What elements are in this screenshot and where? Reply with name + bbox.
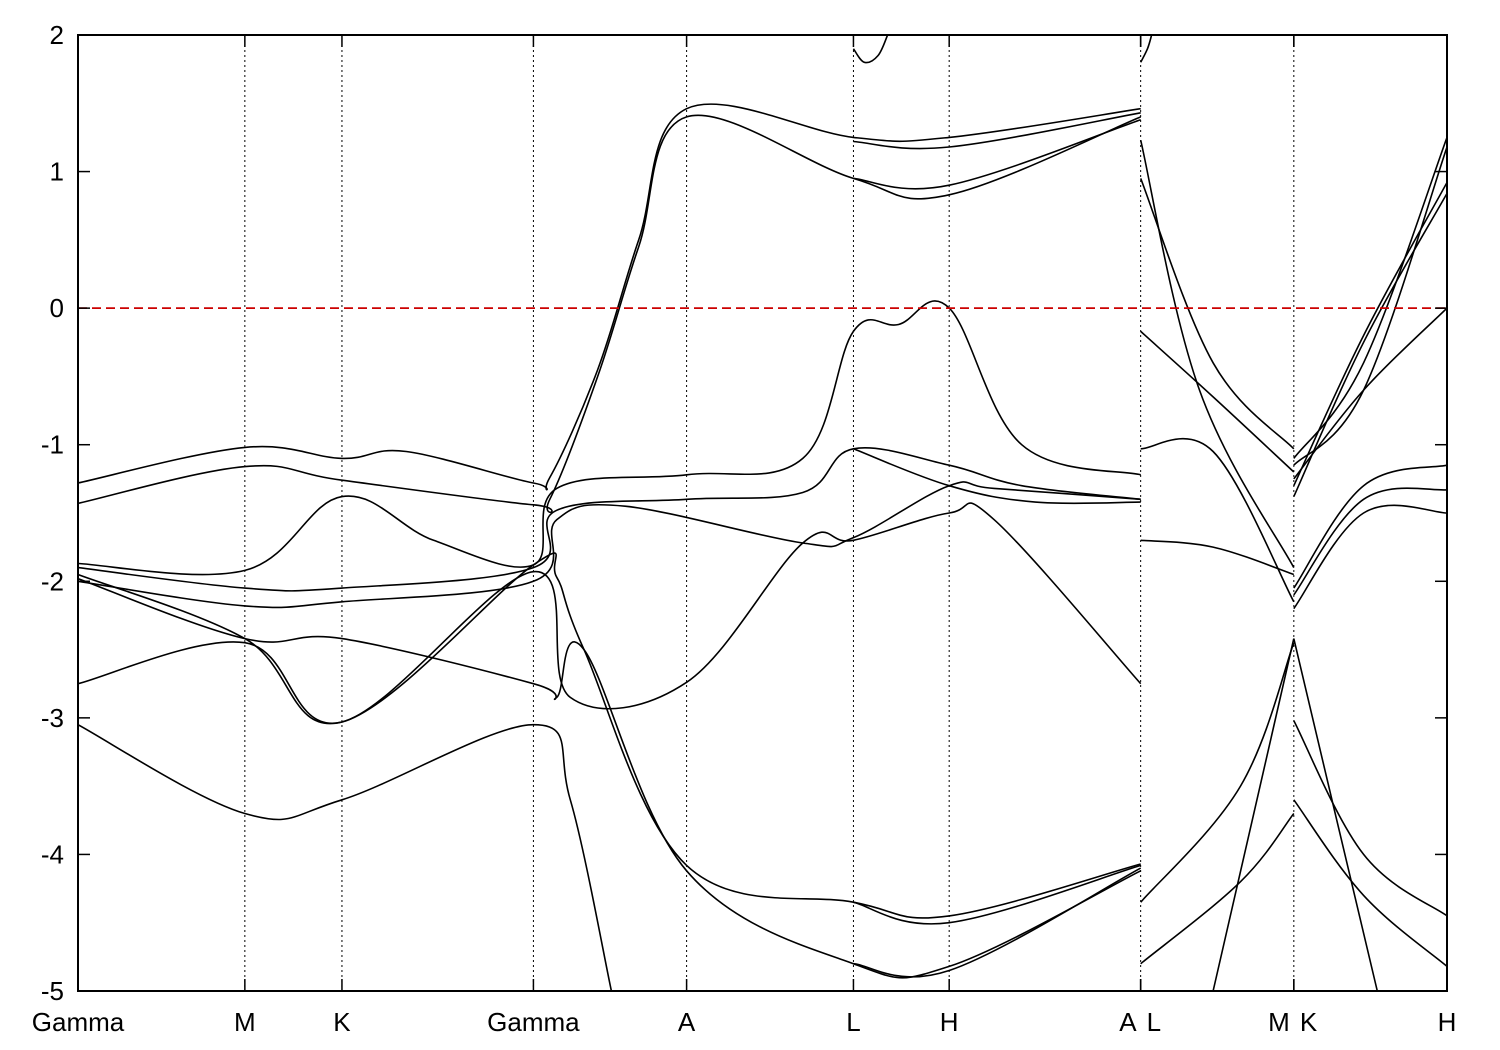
- band-line-14: [853, 864, 1141, 925]
- band-line-5: [1139, 35, 1153, 63]
- y-tick-label: -4: [41, 839, 64, 869]
- y-tick-label: -1: [41, 430, 64, 460]
- x-tick-label: M: [234, 1007, 256, 1037]
- plot-frame: [77, 34, 1448, 992]
- x-tick-label: M: [1268, 1007, 1290, 1037]
- band-line-20: [1140, 539, 1295, 576]
- x-tick-label: H: [940, 1007, 959, 1037]
- x-tick-label: L: [846, 1007, 860, 1037]
- band-line-9: [78, 481, 1141, 609]
- band-line-19: [1140, 438, 1295, 603]
- band-line-4: [852, 35, 889, 64]
- band-line-11: [78, 577, 1142, 979]
- x-tick-label: A: [1119, 1007, 1137, 1037]
- band-line-13: [78, 723, 613, 991]
- x-tick-labels: Gamma M K Gamma A L H A L M K H: [32, 1007, 1457, 1037]
- band-line-18: [1140, 330, 1295, 473]
- band-line-28: [1293, 464, 1447, 589]
- band-line-8: [853, 448, 1141, 505]
- band-line-31: [1293, 307, 1447, 480]
- band-line-16: [1139, 140, 1295, 568]
- axis-ticks: [77, 34, 1448, 992]
- x-tick-label: L: [1147, 1007, 1161, 1037]
- band-line-26: [1293, 182, 1447, 487]
- band-line-7: [78, 447, 1141, 592]
- band-line-10: [78, 552, 1141, 919]
- y-tick-labels: 2 1 0 -1 -2 -3 -4 -5: [41, 20, 64, 1006]
- x-tick-label: A: [678, 1007, 696, 1037]
- y-tick-label: -5: [41, 976, 64, 1006]
- y-tick-label: 1: [50, 157, 64, 187]
- x-tick-label: K: [333, 1007, 351, 1037]
- x-tick-label: K: [1300, 1007, 1318, 1037]
- band-line-33: [1293, 799, 1447, 968]
- band-line-25: [1293, 146, 1447, 466]
- band-line-22: [1140, 813, 1295, 965]
- x-tick-label: Gamma: [487, 1007, 580, 1037]
- band-line-21: [1140, 642, 1295, 903]
- band-line-32: [1293, 720, 1447, 917]
- band-line-24: [1293, 137, 1447, 459]
- band-line-1: [78, 114, 1142, 514]
- band-line-34: [1293, 638, 1379, 991]
- band-line-27: [1293, 193, 1447, 497]
- band-line-23: [1212, 638, 1295, 991]
- x-tick-label: H: [1438, 1007, 1457, 1037]
- y-tick-label: 0: [50, 293, 64, 323]
- band-line-0: [78, 103, 1141, 491]
- band-line-6: [78, 300, 1141, 576]
- high-symmetry-lines: [244, 35, 1295, 991]
- y-tick-label: -3: [41, 703, 64, 733]
- band-line-30: [1293, 504, 1447, 610]
- band-line-12: [78, 502, 1142, 725]
- y-tick-label: 2: [50, 20, 64, 50]
- band-lines: [78, 35, 1447, 991]
- band-line-3: [853, 118, 1141, 190]
- band-line-15: [853, 867, 1142, 978]
- band-line-29: [1293, 487, 1447, 596]
- band-line-17: [1139, 178, 1295, 450]
- band-line-2: [853, 112, 1141, 150]
- x-tick-label: Gamma: [32, 1007, 125, 1037]
- y-tick-label: -2: [41, 566, 64, 596]
